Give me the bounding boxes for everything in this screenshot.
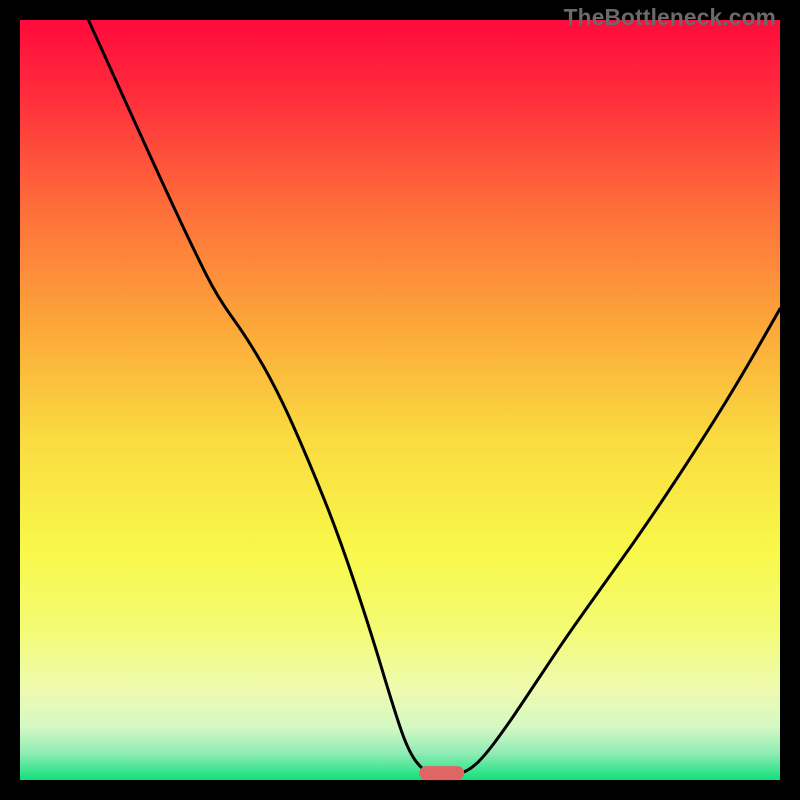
bottleneck-curve bbox=[20, 20, 780, 780]
optimum-marker bbox=[419, 766, 465, 780]
watermark-text: TheBottleneck.com bbox=[564, 4, 776, 31]
chart-frame: TheBottleneck.com bbox=[0, 0, 800, 800]
plot-area bbox=[20, 20, 780, 780]
